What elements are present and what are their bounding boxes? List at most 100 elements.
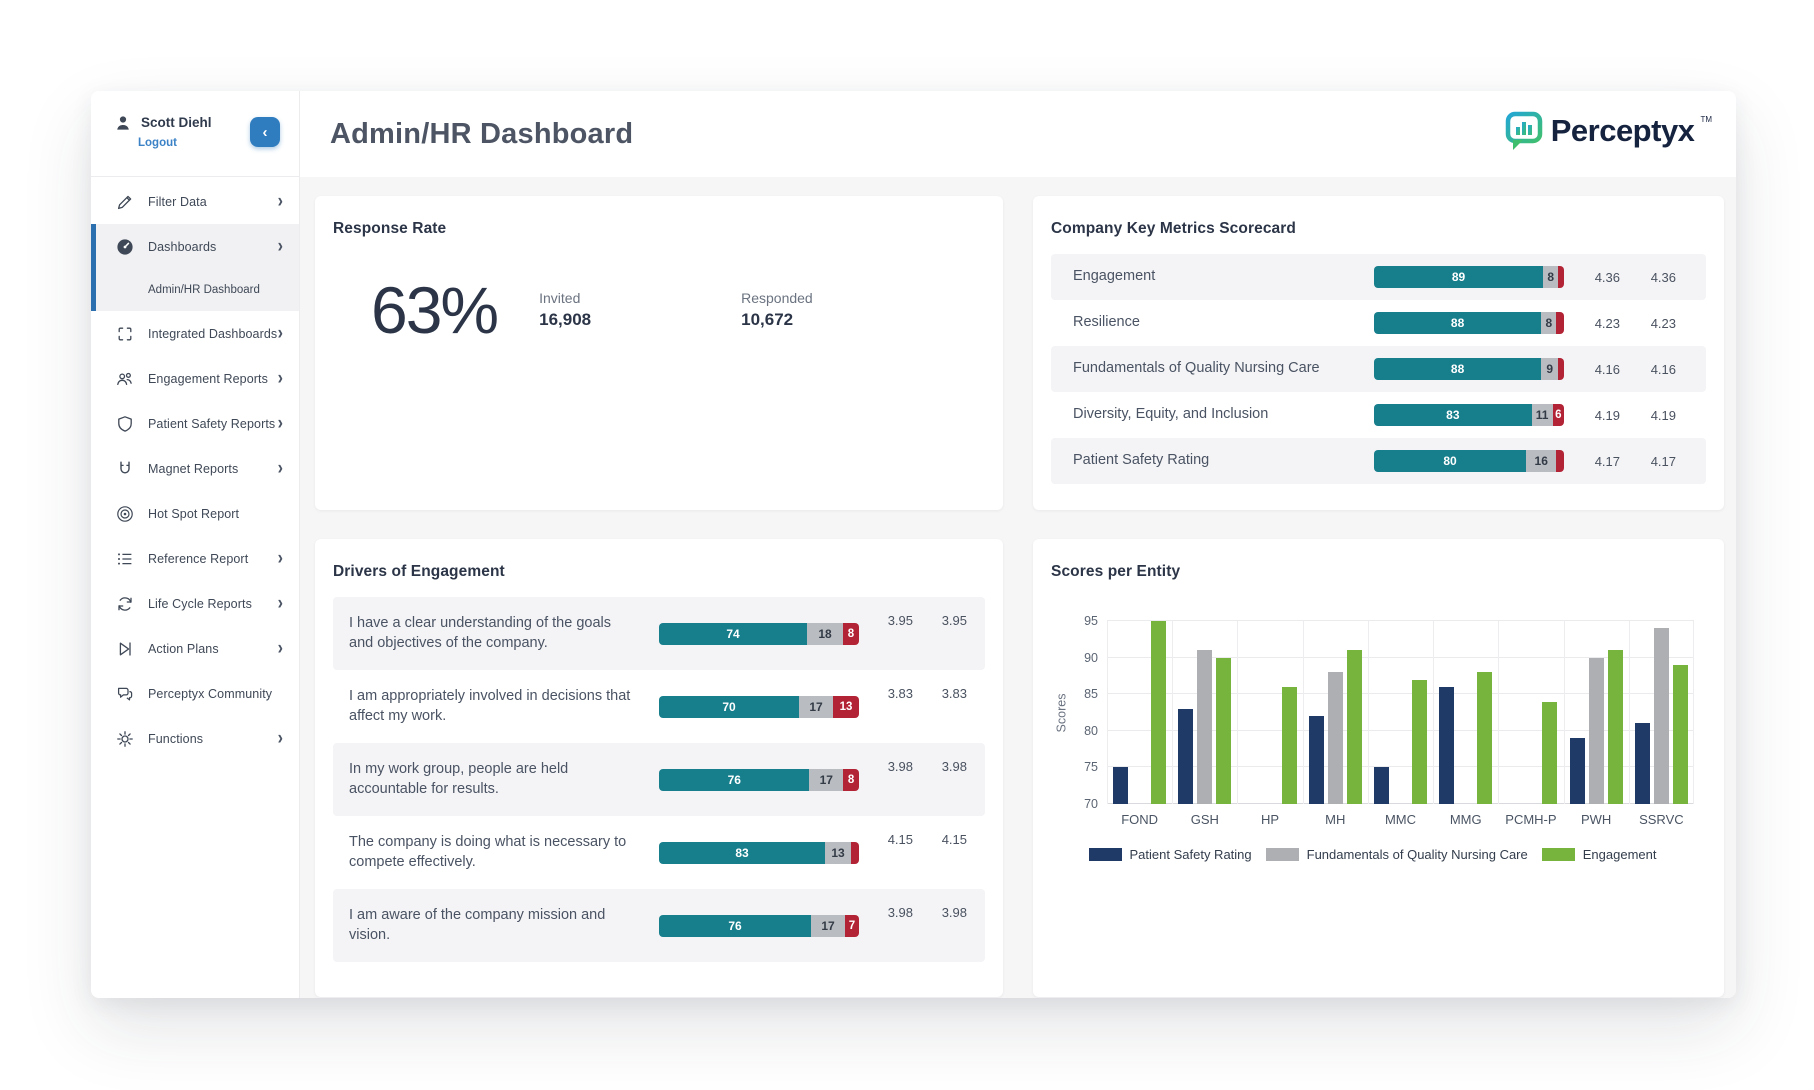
sidebar-collapse-button[interactable]: ‹ bbox=[250, 117, 280, 147]
score-value-2: 4.15 bbox=[941, 832, 967, 847]
gridline-y-75 bbox=[1107, 766, 1694, 768]
score-value-1: 4.15 bbox=[887, 832, 913, 847]
chevron-right-icon: › bbox=[277, 727, 283, 749]
bar-mmg bbox=[1439, 686, 1455, 804]
y-tick-label: 95 bbox=[1084, 614, 1098, 628]
logo-speech-bubble-icon bbox=[1505, 111, 1545, 158]
driver-stacked-bar: 83 13 bbox=[659, 841, 859, 864]
sidebar-item-functions: Functions › bbox=[91, 716, 299, 761]
score-value-1: 4.16 bbox=[1594, 361, 1620, 377]
responded-stat: Responded 10,672 bbox=[741, 290, 813, 330]
responded-value: 10,672 bbox=[741, 310, 794, 329]
bar-group-gsh bbox=[1172, 621, 1237, 804]
target-icon bbox=[115, 504, 134, 523]
favorable-segment: 83 bbox=[659, 841, 825, 864]
unforable-segment: 8 bbox=[843, 768, 859, 791]
sidebar-item-action-plans: Action Plans › bbox=[91, 626, 299, 671]
score-value-1: 3.98 bbox=[887, 759, 913, 774]
sidebar-item-patient-safety-reports: Patient Safety Reports › bbox=[91, 401, 299, 446]
favorable-segment: 88 bbox=[1374, 358, 1542, 380]
metric-stacked-bar: 88 9 bbox=[1374, 358, 1564, 380]
pencil-icon bbox=[115, 192, 134, 211]
gridline-x bbox=[1172, 621, 1174, 804]
score-value-1: 3.95 bbox=[887, 613, 913, 628]
chevron-right-icon: › bbox=[277, 322, 283, 344]
row-label: Resilience bbox=[1073, 314, 1140, 331]
invited-value: 16,908 bbox=[539, 310, 592, 329]
sidebar-item-row[interactable]: Functions › bbox=[91, 716, 299, 761]
invited-label: Invited bbox=[539, 290, 581, 306]
drivers-panel: Drivers of Engagement I have a clear und… bbox=[315, 539, 1003, 997]
sidebar-item-label: Hot Spot Report bbox=[148, 506, 240, 521]
bar-gsh bbox=[1178, 708, 1194, 804]
y-tick-label: 85 bbox=[1084, 687, 1098, 702]
sidebar-item-label: Life Cycle Reports bbox=[148, 596, 252, 611]
unforable-segment bbox=[1558, 358, 1564, 380]
sidebar-item-row[interactable]: Patient Safety Reports › bbox=[91, 401, 299, 446]
logout-link[interactable]: Logout bbox=[138, 137, 177, 149]
score-value-2: 3.95 bbox=[941, 613, 967, 628]
gridline-x bbox=[1107, 621, 1108, 804]
bar-mh bbox=[1327, 672, 1343, 804]
bar-pwh bbox=[1588, 657, 1604, 804]
sidebar-item-row[interactable]: Hot Spot Report bbox=[91, 491, 299, 536]
scores-chart: Scores 70 75 80 85 90 95 FOND GSH HP MH MMC MMG PCM… bbox=[1051, 614, 1706, 862]
bar-pwh bbox=[1569, 738, 1585, 804]
x-tick-label: GSH bbox=[1190, 812, 1219, 827]
sidebar-item-row[interactable]: Action Plans › bbox=[91, 626, 299, 671]
sidebar-item-row[interactable]: Integrated Dashboards › bbox=[91, 311, 299, 356]
bar-mh bbox=[1308, 716, 1324, 804]
bar-groups bbox=[1107, 621, 1694, 804]
sidebar-item-label: Functions bbox=[148, 731, 204, 746]
magnet-icon bbox=[115, 459, 134, 478]
gridline-x bbox=[1498, 621, 1500, 804]
header: Admin/HR Dashboard bbox=[300, 91, 1736, 177]
favorable-segment: 76 bbox=[659, 768, 810, 791]
bar-gsh bbox=[1216, 657, 1232, 804]
legend-item: Fundamentals of Quality Nursing Care bbox=[1265, 847, 1528, 862]
neuorable-segment: 9 bbox=[1541, 358, 1559, 380]
driver-stacked-bar: 76 17 8 bbox=[659, 768, 859, 791]
sidebar-item-row[interactable]: Perceptyx Community bbox=[91, 671, 299, 716]
sidebar-item-row[interactable]: Reference Report › bbox=[91, 536, 299, 581]
table-row: I am appropriately involved in decisions… bbox=[333, 670, 985, 743]
sidebar-item-perceptyx-community: Perceptyx Community bbox=[91, 671, 299, 716]
driver-stacked-bar: 70 17 13 bbox=[659, 695, 859, 718]
bar-group-mmg bbox=[1433, 621, 1498, 804]
chart-legend: Patient Safety Rating Fundamentals of Qua… bbox=[1051, 847, 1694, 862]
row-label: Diversity, Equity, and Inclusion bbox=[1073, 406, 1269, 423]
chevron-right-icon: › bbox=[277, 412, 283, 434]
legend-item: Engagement bbox=[1541, 847, 1656, 862]
favorable-segment: 83 bbox=[1374, 404, 1532, 426]
sidebar-item-row[interactable]: Magnet Reports › bbox=[91, 446, 299, 491]
sidebar-item-life-cycle-reports: Life Cycle Reports › bbox=[91, 581, 299, 626]
chevron-right-icon: › bbox=[277, 235, 283, 257]
gridline-y-70 bbox=[1107, 803, 1694, 804]
metric-stacked-bar: 88 8 bbox=[1374, 312, 1564, 334]
sidebar-item-row[interactable]: Engagement Reports › bbox=[91, 356, 299, 401]
gridline-x bbox=[1367, 621, 1369, 804]
unforable-segment: 8 bbox=[843, 622, 859, 645]
sidebar-item-row[interactable]: Filter Data › bbox=[91, 179, 299, 224]
metric-stacked-bar: 83 11 6 bbox=[1374, 404, 1564, 426]
app-window: Scott Diehl Logout ‹ Filter Data › Dashboa… bbox=[91, 91, 1736, 998]
sidebar-item-row[interactable]: Life Cycle Reports › bbox=[91, 581, 299, 626]
scorecard-rows: Engagement 89 8 4.36 4.36 Resilience 88 8 4.23 4.… bbox=[1051, 254, 1706, 484]
favorable-segment: 76 bbox=[659, 914, 811, 937]
metric-stacked-bar: 89 8 bbox=[1374, 266, 1564, 288]
sidebar-item-row[interactable]: Dashboards › bbox=[91, 224, 299, 269]
row-label: Fundamentals of Quality Nursing Care bbox=[1073, 360, 1320, 377]
table-row: Resilience 88 8 4.23 4.23 bbox=[1051, 300, 1706, 346]
neuorable-segment: 16 bbox=[1526, 450, 1557, 472]
table-row: I am aware of the company mission and vi… bbox=[333, 889, 985, 962]
sidebar-item-integrated-dashboards: Integrated Dashboards › bbox=[91, 311, 299, 356]
legend-item: Patient Safety Rating bbox=[1088, 847, 1252, 862]
sidebar-item-label: Engagement Reports bbox=[148, 371, 268, 386]
sidebar-nav: Filter Data › Dashboards › Admin/HR Dashboar… bbox=[91, 177, 299, 761]
score-value-2: 4.17 bbox=[1650, 453, 1676, 469]
table-row: Diversity, Equity, and Inclusion 83 11 6 4.1… bbox=[1051, 392, 1706, 438]
sidebar-subitem-admin-hr-dashboard[interactable]: Admin/HR Dashboard bbox=[91, 269, 299, 311]
unforable-segment bbox=[851, 841, 859, 864]
user-name: Scott Diehl bbox=[141, 115, 212, 130]
score-value-2: 4.23 bbox=[1650, 315, 1676, 331]
